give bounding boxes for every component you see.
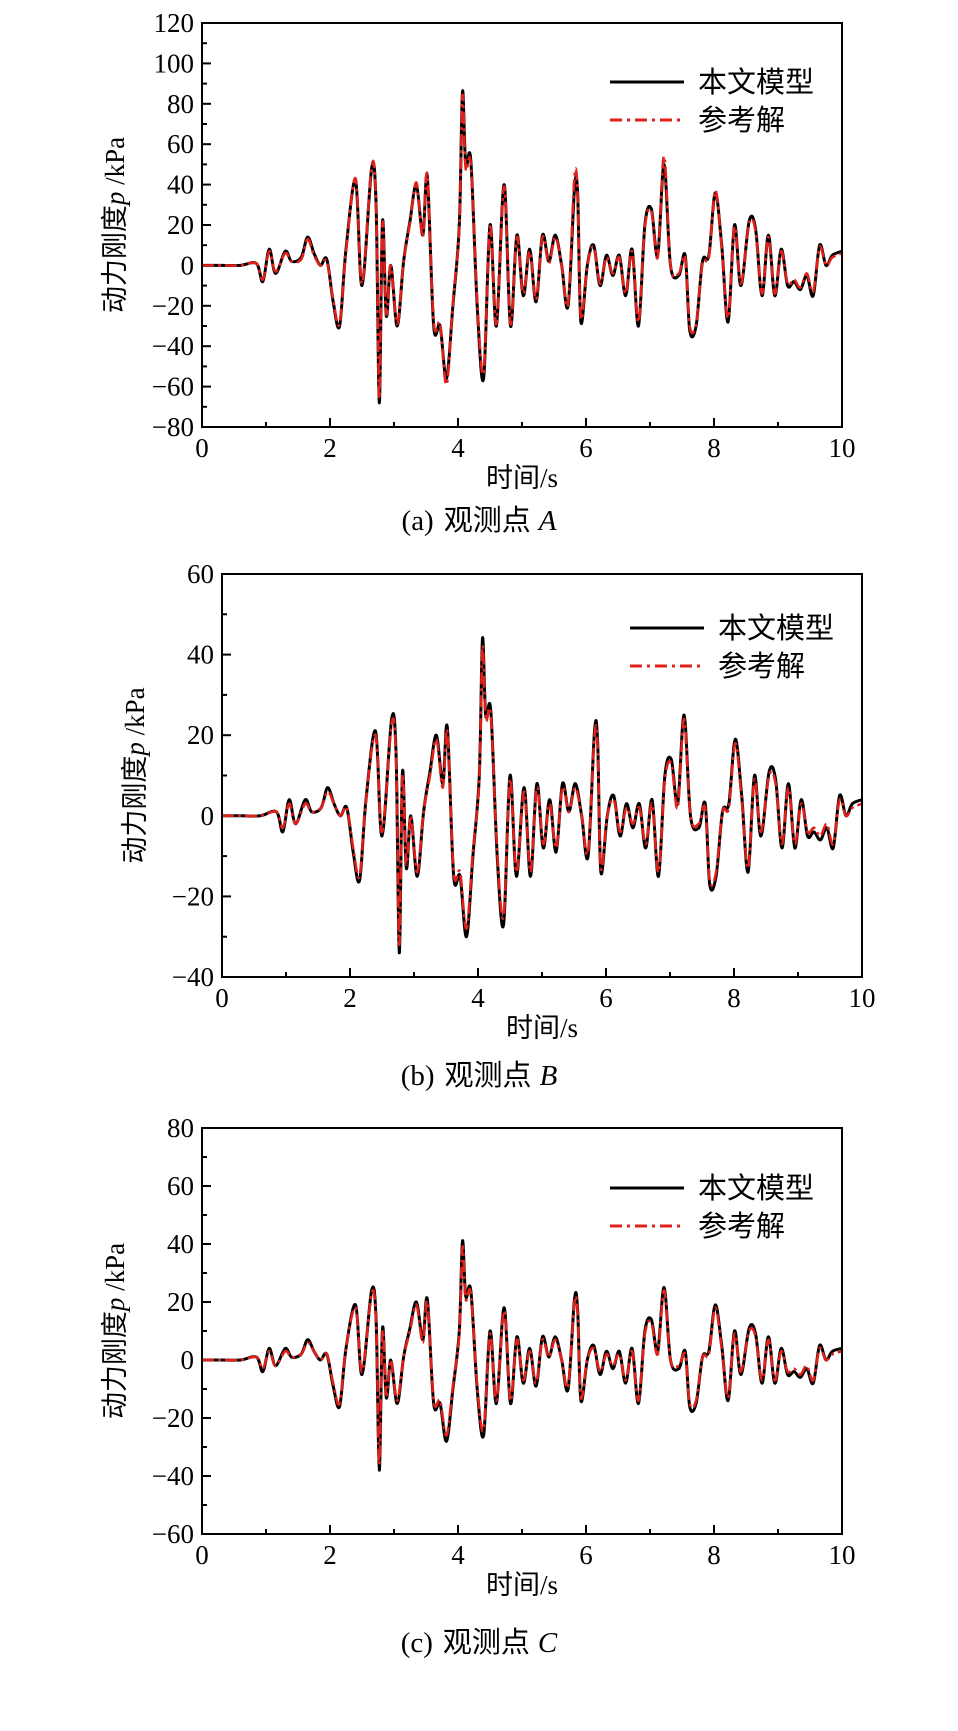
- y-tick-label: 0: [201, 801, 215, 831]
- legend-label-reference: 参考解: [718, 650, 805, 683]
- y-tick-label: 80: [167, 1113, 194, 1143]
- x-tick-label: 0: [195, 1540, 209, 1570]
- x-tick-labels: 0 2 4 6 8 10: [195, 433, 855, 463]
- x-tick-labels: 0 2 4 6 8 10: [215, 983, 875, 1013]
- y-tick-label: 0: [181, 250, 195, 280]
- y-axis-label: 动力刚度p /kPa: [120, 687, 150, 863]
- x-axis-label: 时间/s: [486, 1570, 558, 1600]
- legend-label-model: 本文模型: [718, 612, 834, 645]
- plot-series: [202, 1239, 843, 1472]
- y-axis-label: 动力刚度p /kPa: [100, 137, 130, 313]
- panel-caption: (b) 观测点 B: [401, 1059, 558, 1092]
- x-tick-labels: 0 2 4 6 8 10: [195, 1540, 855, 1570]
- y-tick-labels: −40 −20 0 20 40 60: [172, 559, 214, 992]
- y-axis-label: 动力刚度p /kPa: [100, 1243, 130, 1419]
- x-tick-label: 10: [829, 1540, 856, 1570]
- plot-series: [222, 636, 863, 955]
- series-line-reference: [201, 93, 843, 401]
- y-tick-label: 20: [187, 720, 214, 750]
- x-axis-label: 时间/s: [506, 1013, 578, 1043]
- y-tick-label: 80: [167, 89, 194, 119]
- y-tick-label: −60: [152, 1519, 194, 1549]
- y-tick-label: −20: [152, 1403, 194, 1433]
- y-tick-label: −20: [172, 881, 214, 911]
- chart-panel-c: −60 −40 −20 0 20 40 60 80 0 2 4 6 8 10 时间/s 动力刚度p /k…: [100, 1113, 856, 1659]
- x-tick-label: 10: [829, 433, 856, 463]
- y-tick-label: 60: [167, 1171, 194, 1201]
- y-tick-label: 20: [167, 210, 194, 240]
- x-tick-label: 2: [323, 1540, 337, 1570]
- x-tick-label: 4: [451, 433, 465, 463]
- legend: 本文模型 参考解: [630, 612, 834, 683]
- legend-label-reference: 参考解: [698, 1210, 785, 1243]
- y-tick-label: 20: [167, 1287, 194, 1317]
- plot-series: [201, 89, 843, 405]
- x-axis-label: 时间/s: [486, 463, 558, 493]
- y-tick-label: 40: [167, 1229, 194, 1259]
- y-tick-label: 40: [167, 170, 194, 200]
- y-tick-label: 0: [181, 1345, 195, 1375]
- panel-caption: (c) 观测点 C: [401, 1626, 558, 1659]
- legend: 本文模型 参考解: [610, 66, 814, 137]
- y-tick-label: −40: [152, 1461, 194, 1491]
- series-line-model: [202, 1239, 843, 1472]
- y-tick-label: −80: [152, 412, 194, 442]
- y-tick-label: −40: [172, 962, 214, 992]
- y-tick-label: 120: [154, 8, 195, 38]
- legend: 本文模型 参考解: [610, 1172, 814, 1243]
- series-line-model: [222, 636, 863, 955]
- x-tick-label: 4: [451, 1540, 465, 1570]
- y-tick-label: −40: [152, 331, 194, 361]
- y-tick-labels: −80 −60 −40 −20 0 20 40 60 80 100 120: [152, 8, 194, 442]
- y-tick-labels: −60 −40 −20 0 20 40 60 80: [152, 1113, 194, 1549]
- legend-label-model: 本文模型: [698, 1172, 814, 1205]
- x-tick-label: 4: [471, 983, 485, 1013]
- x-tick-label: 10: [849, 983, 876, 1013]
- y-tick-label: 60: [187, 559, 214, 589]
- y-tick-label: 40: [187, 640, 214, 670]
- x-tick-label: 2: [323, 433, 337, 463]
- y-tick-label: 100: [154, 48, 195, 78]
- plot-frame: [201, 22, 843, 428]
- x-tick-label: 6: [579, 433, 593, 463]
- legend-label-reference: 参考解: [698, 104, 785, 137]
- chart-panel-b: −40 −20 0 20 40 60 0 2 4 6 8 10 时间/s 动力刚度p /kPa 本文…: [120, 559, 876, 1092]
- legend-label-model: 本文模型: [698, 66, 814, 99]
- y-tick-label: −20: [152, 291, 194, 321]
- x-tick-label: 0: [195, 433, 209, 463]
- x-tick-label: 8: [707, 1540, 721, 1570]
- plot-frame: [201, 1127, 843, 1535]
- x-tick-label: 8: [707, 433, 721, 463]
- panel-caption: (a) 观测点 A: [402, 504, 557, 537]
- x-tick-label: 6: [599, 983, 613, 1013]
- series-line-reference: [202, 1245, 843, 1466]
- y-tick-label: 60: [167, 129, 194, 159]
- series-line-reference: [222, 644, 863, 947]
- x-tick-label: 0: [215, 983, 229, 1013]
- x-tick-label: 6: [579, 1540, 593, 1570]
- x-tick-label: 2: [343, 983, 357, 1013]
- chart-panel-a: −80 −60 −40 −20 0 20 40 60 80 100 120 0 2 4 6 8 10 时间/s…: [100, 8, 856, 537]
- plot-frame: [221, 573, 863, 978]
- y-tick-label: −60: [152, 372, 194, 402]
- x-tick-label: 8: [727, 983, 741, 1013]
